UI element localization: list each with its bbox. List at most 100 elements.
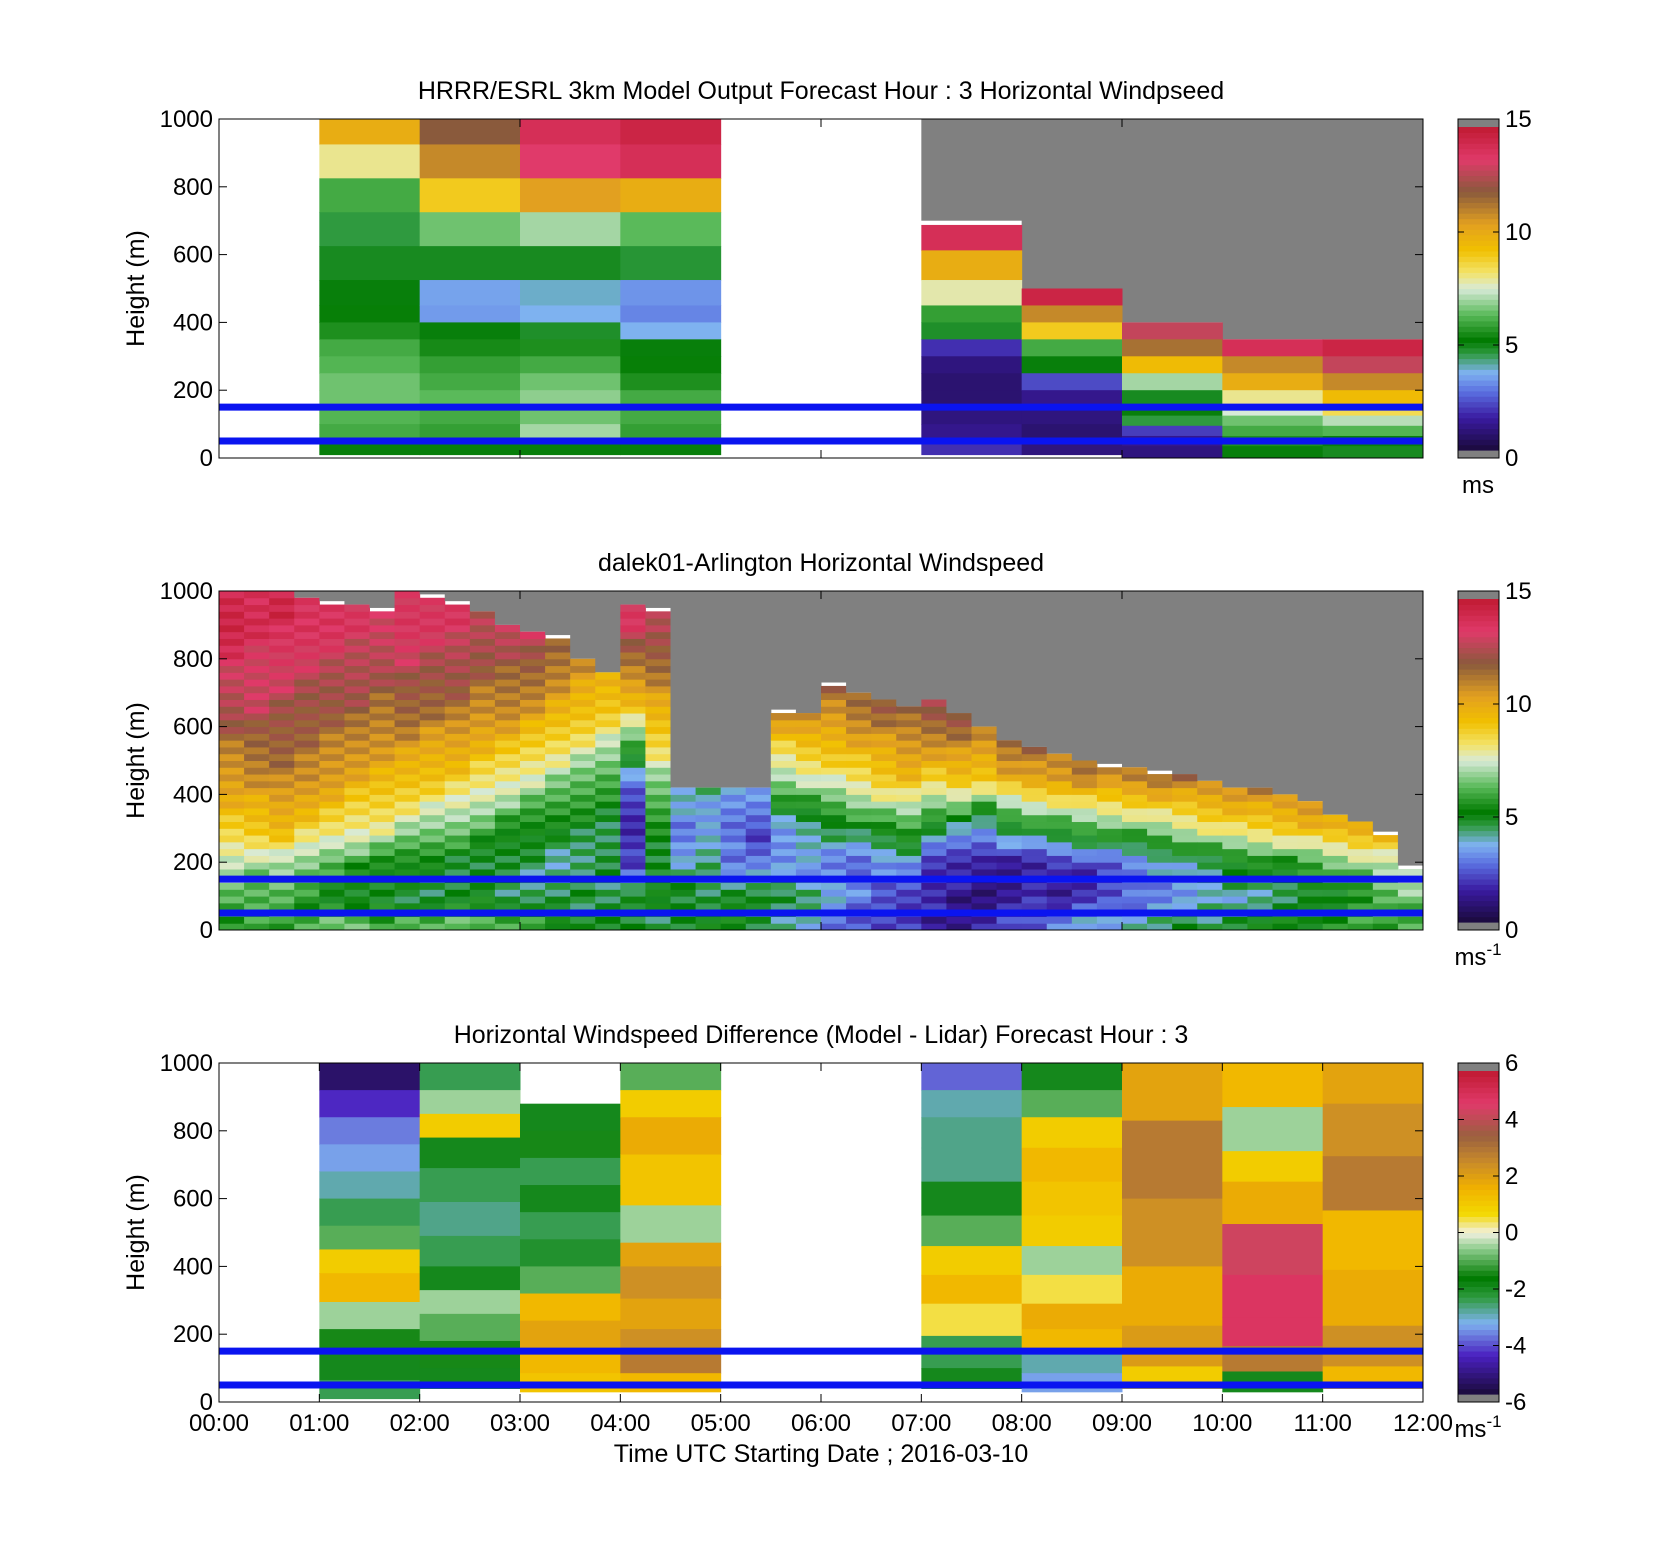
heatmap-cell [319, 855, 345, 863]
colorbar-segment [1458, 406, 1499, 413]
heatmap-cell [595, 835, 621, 843]
heatmap-cell [369, 902, 396, 911]
x-tick-label: 06:00 [791, 1410, 851, 1437]
heatmap-cell [1297, 848, 1324, 856]
heatmap-cell [1021, 322, 1123, 340]
heatmap-cell [570, 665, 596, 673]
heatmap-cell [620, 1063, 722, 1091]
heatmap-cell [394, 699, 421, 707]
heatmap-cell [1222, 1151, 1324, 1183]
heatmap-cell [369, 889, 396, 897]
heatmap-cell [1172, 923, 1198, 931]
heatmap-cell [520, 733, 546, 741]
heatmap-cell [1021, 1329, 1123, 1352]
heatmap-cell [1096, 923, 1123, 931]
heatmap-cell [344, 726, 370, 734]
heatmap-cell [1372, 835, 1399, 843]
heatmap-cell [1247, 814, 1273, 823]
heatmap-cell [570, 733, 596, 741]
heatmap-cell [896, 814, 922, 823]
colorbar-segment [1458, 604, 1499, 611]
heatmap-cell [570, 923, 596, 931]
heatmap-cell [1021, 1090, 1123, 1118]
heatmap-cell [745, 882, 772, 890]
heatmap-cell [369, 665, 396, 673]
heatmap-cell [419, 753, 446, 761]
heatmap-cell [419, 923, 446, 931]
heatmap-cell [219, 699, 245, 707]
heatmap-cell [444, 753, 471, 761]
heatmap-cell [570, 794, 596, 802]
heatmap-cell [695, 862, 722, 870]
heatmap-cell [419, 740, 446, 748]
heatmap-cell [1197, 868, 1223, 877]
heatmap-cell [1147, 774, 1173, 782]
heatmap-cell [444, 794, 471, 802]
heatmap-cell [921, 835, 947, 843]
colorbar-segment [1458, 401, 1499, 408]
heatmap-cell [1021, 373, 1123, 391]
colorbar-segment [1458, 1227, 1499, 1234]
heatmap-cell [871, 889, 897, 897]
heatmap-cell [319, 1354, 421, 1381]
colorbar-segment [1458, 288, 1499, 295]
heatmap-cell [244, 638, 270, 646]
heatmap-cell [219, 733, 245, 741]
heatmap-cell [269, 774, 295, 782]
colorbar-segment [1458, 771, 1499, 778]
heatmap-cell [921, 1215, 1023, 1247]
heatmap-cell [369, 746, 396, 755]
heatmap-cell [319, 339, 421, 357]
heatmap-cell [821, 719, 847, 728]
heatmap-cell [520, 719, 546, 728]
heatmap-cell [219, 774, 245, 782]
heatmap-cell [1096, 862, 1123, 870]
heatmap-cell [444, 692, 471, 700]
heatmap-cell [745, 916, 772, 924]
heatmap-cell [494, 665, 521, 673]
heatmap-cell [1372, 862, 1399, 870]
heatmap-cell [419, 1340, 521, 1369]
no-data-cell [520, 591, 546, 632]
heatmap-cell [369, 753, 396, 761]
heatmap-cell [319, 889, 345, 897]
colorbar-segment [1458, 652, 1499, 659]
heatmap-cell [545, 807, 571, 816]
heatmap-cell [1071, 923, 1098, 931]
heatmap-cell [871, 753, 897, 761]
heatmap-cell [419, 848, 446, 856]
heatmap-cell [821, 835, 847, 843]
heatmap-cell [394, 685, 421, 694]
heatmap-cell [269, 916, 295, 924]
heatmap-cell [770, 726, 797, 734]
heatmap-cell [469, 835, 496, 843]
heatmap-cell [921, 1117, 1023, 1149]
heatmap-cell [896, 760, 922, 768]
heatmap-cell [570, 767, 596, 775]
heatmap-cell [344, 652, 370, 660]
heatmap-cell [871, 916, 897, 924]
heatmap-cell [595, 760, 621, 768]
colorbar-segment [1458, 905, 1499, 912]
no-data-cell [846, 591, 872, 693]
heatmap-cell [620, 828, 646, 836]
heatmap-cell [419, 902, 446, 911]
heatmap-cell [419, 1266, 521, 1291]
heatmap-cell [1222, 828, 1248, 836]
heatmap-cell [294, 645, 320, 653]
heatmap-cell [319, 1063, 421, 1091]
heatmap-cell [996, 916, 1023, 924]
colorbar-segment [1458, 148, 1499, 155]
heatmap-cell [344, 672, 370, 680]
heatmap-cell [319, 638, 345, 646]
heatmap-cell [294, 699, 320, 707]
heatmap-cell [1247, 835, 1273, 843]
heatmap-cell [645, 882, 671, 890]
heatmap-cell [670, 923, 697, 931]
colorbar-segment [1458, 776, 1499, 783]
heatmap-cell [921, 794, 947, 802]
heatmap-cell [419, 1168, 521, 1203]
heatmap-cell [545, 828, 571, 836]
heatmap-cell [971, 726, 998, 734]
heatmap-cell [620, 821, 646, 829]
